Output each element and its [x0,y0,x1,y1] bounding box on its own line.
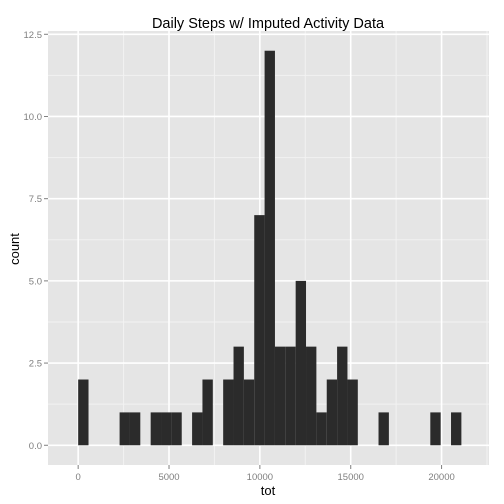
y-tick-label: 5.0 [29,276,42,287]
histogram-bar [171,412,182,446]
histogram-bar [78,379,89,446]
x-tick-label: 20000 [428,472,454,483]
histogram-bar [347,379,358,446]
histogram-bar [150,412,162,446]
histogram-bar [306,346,317,446]
histogram-bar [430,412,441,446]
histogram-bar [223,379,234,446]
histogram-bar [264,50,275,446]
histogram-bar [451,412,462,446]
x-tick-label: 10000 [247,472,273,483]
histogram-bars [78,50,462,446]
histogram-bar [285,346,296,446]
histogram-bar [233,346,244,446]
histogram-bar [326,379,338,446]
y-axis-label: count [7,233,22,265]
x-axis-ticks: 0 5000 10000 15000 20000 [76,465,455,483]
histogram-bar [295,280,307,446]
y-tick-label: 12.5 [24,30,43,41]
histogram-bar [119,412,130,446]
histogram-bar [337,346,348,446]
histogram-bar [243,379,255,446]
x-tick-label: 0 [76,472,81,483]
y-tick-label: 2.5 [29,359,42,370]
histogram-bar [129,412,141,446]
histogram-bar [161,412,172,446]
x-tick-label: 15000 [338,472,364,483]
chart-title: Daily Steps w/ Imputed Activity Data [152,16,385,32]
histogram-bar [192,412,203,446]
y-tick-label: 7.5 [29,194,42,205]
y-axis-ticks: 0.0 2.5 5.0 7.5 10.0 12.5 [24,30,48,452]
y-tick-label: 10.0 [24,112,43,123]
histogram-bar [316,412,327,446]
y-tick-label: 0.0 [29,441,42,452]
histogram-bar [254,215,265,446]
histogram-bar [274,346,286,446]
histogram-bar [202,379,213,446]
x-tick-label: 5000 [158,472,179,483]
histogram-bar [378,412,389,446]
x-axis-label: tot [261,483,276,498]
